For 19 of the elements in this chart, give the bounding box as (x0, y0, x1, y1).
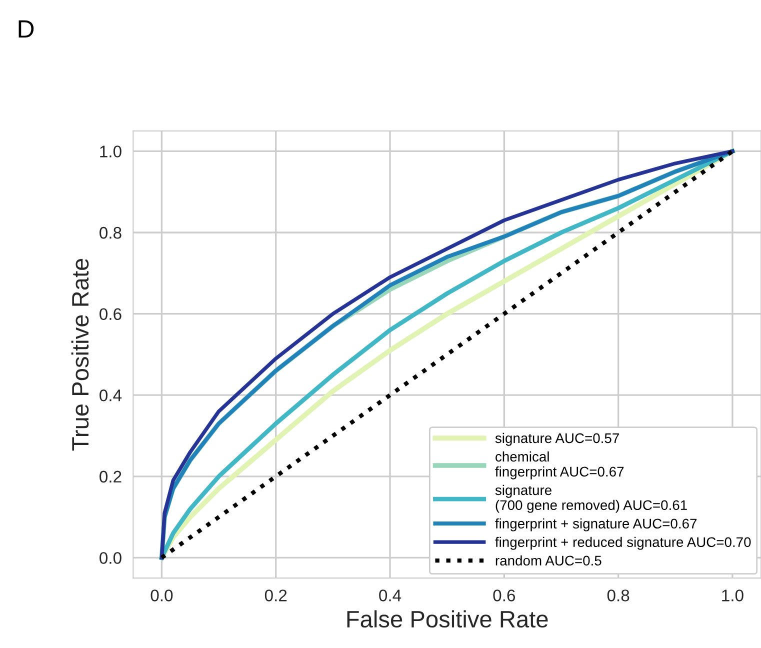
x-tick-label: 0.2 (264, 590, 287, 602)
y-tick-label: 0.8 (100, 226, 122, 239)
y-tick-label: 0.0 (100, 552, 122, 564)
x-tick-label: 0.4 (379, 590, 402, 602)
legend-label: random AUC=0.5 (496, 555, 602, 566)
x-tick-label: 0.0 (150, 590, 173, 602)
legend-label: fingerprint + reduced signature AUC=0.70 (495, 536, 751, 550)
x-axis-title: False Positive Rate (347, 610, 548, 628)
legend-label: fingerprint + signature AUC=0.67 (495, 518, 697, 532)
x-tick-label: 0.6 (493, 590, 516, 602)
chart-title: D (18, 20, 34, 38)
y-tick-label: 0.6 (100, 308, 122, 320)
y-tick-label: 0.4 (100, 390, 122, 402)
y-tick-label: 1.0 (100, 146, 122, 158)
x-tick-label: 0.8 (607, 590, 630, 602)
x-tick-label: 1.0 (722, 590, 744, 602)
legend-label: signature AUC=0.57 (495, 432, 619, 446)
y-axis-title: True Positive Rate (71, 258, 89, 451)
y-tick-label: 0.2 (100, 470, 122, 483)
